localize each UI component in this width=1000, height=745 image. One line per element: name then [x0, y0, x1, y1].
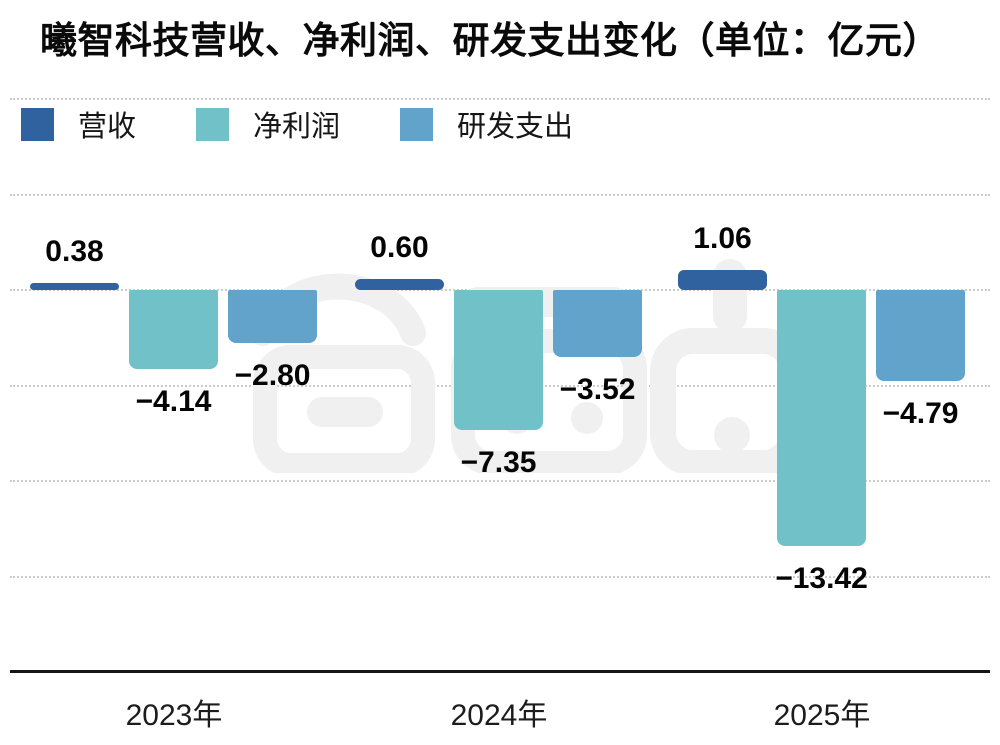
value-label-net-profit-2025年: −13.42: [775, 562, 868, 596]
legend-swatch-rd-spend: [400, 107, 434, 141]
bar-revenue-2023年: [30, 282, 119, 290]
legend-swatch-net-profit: [196, 107, 230, 141]
category-label-2023年: 2023年: [125, 699, 223, 732]
value-label-net-profit-2023年: −4.14: [135, 385, 212, 419]
bar-net-profit-2025年: [777, 290, 866, 547]
value-label-rd-spend-2023年: −2.80: [234, 359, 311, 393]
legend-item-net-profit: 净利润: [196, 103, 400, 145]
category-label-2025年: 2025年: [773, 699, 871, 732]
category-label-2024年: 2024年: [450, 699, 548, 732]
chart-title: 曦智科技营收、净利润、研发支出变化（单位：亿元）: [40, 20, 940, 61]
value-label-net-profit-2024年: −7.35: [460, 446, 537, 480]
legend-item-revenue: 营收: [21, 103, 196, 145]
value-label-revenue-2025年: 1.06: [693, 221, 752, 255]
bar-net-profit-2024年: [454, 290, 543, 431]
bar-rd-spend-2025年: [876, 290, 965, 382]
legend-label-net-profit: 净利润: [253, 111, 341, 143]
value-label-revenue-2023年: 0.38: [45, 234, 104, 268]
value-label-revenue-2024年: 0.60: [370, 230, 429, 264]
gridline--15: [10, 575, 990, 578]
x-axis-line: [10, 670, 990, 673]
bar-rd-spend-2023年: [228, 290, 317, 344]
legend-label-rd-spend: 研发支出: [457, 111, 574, 143]
gridline-5: [10, 193, 990, 196]
bar-revenue-2025年: [678, 269, 767, 290]
chart-legend: 营收 净利润 研发支出: [21, 103, 633, 145]
gridline--10: [10, 480, 990, 482]
legend-swatch-revenue: [21, 107, 54, 141]
gridline-10: [10, 98, 990, 100]
value-label-rd-spend-2024年: −3.52: [559, 373, 636, 407]
bar-net-profit-2023年: [129, 290, 218, 370]
bar-revenue-2024年: [355, 278, 444, 290]
legend-label-revenue: 营收: [78, 111, 137, 143]
legend-item-rd-spend: 研发支出: [400, 103, 633, 145]
value-label-rd-spend-2025年: −4.79: [882, 397, 959, 431]
bar-rd-spend-2024年: [553, 290, 642, 358]
